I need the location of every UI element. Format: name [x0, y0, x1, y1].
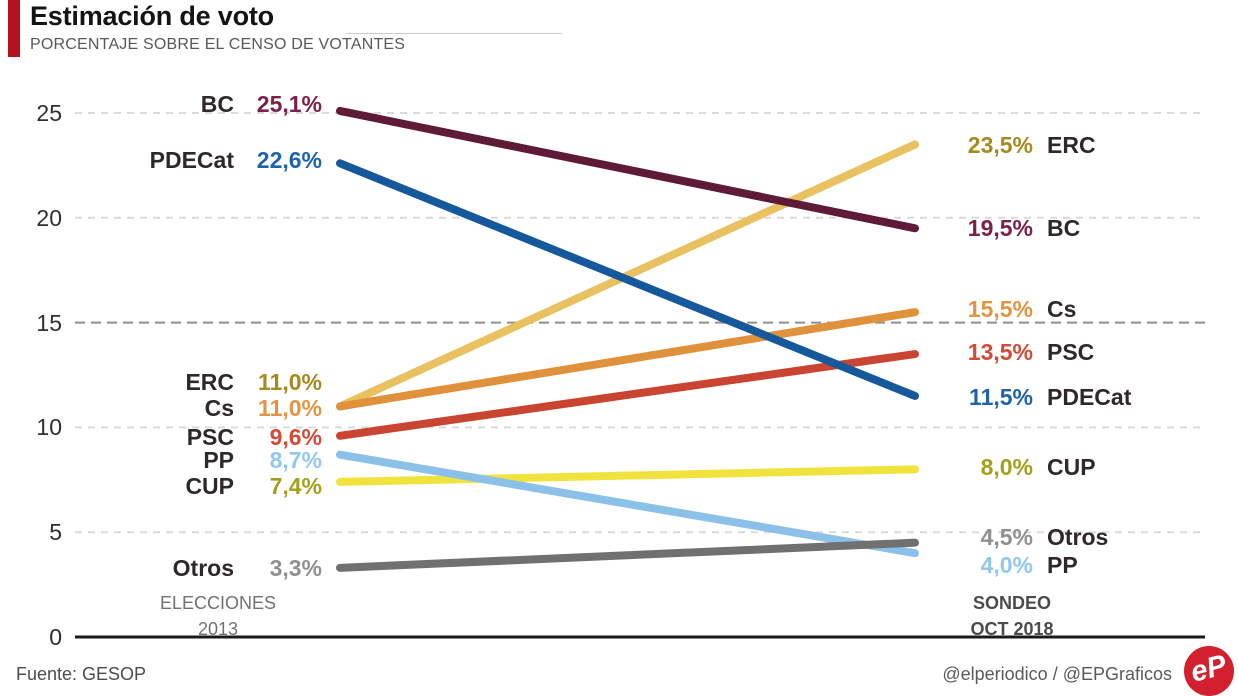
party-name: CUP: [1047, 454, 1096, 480]
party-name: PDECat: [1047, 384, 1132, 410]
party-value: 19,5%: [967, 215, 1033, 241]
series-line-BC: [336, 106, 919, 233]
party-value: 8,0%: [980, 454, 1033, 480]
right-label-ERC: 23,5% ERC: [957, 132, 1096, 158]
party-name: Otros: [1047, 524, 1109, 550]
party-name: ERC: [185, 369, 234, 395]
party-name: CUP: [185, 473, 234, 499]
right-label-PP: 4,0% PP: [957, 552, 1078, 578]
party-value: 8,7%: [269, 447, 322, 473]
right-label-Cs: 15,5% Cs: [957, 296, 1077, 322]
series-line-PP: [336, 450, 919, 558]
title-divider: [346, 33, 562, 34]
logo-text: eP: [1187, 649, 1230, 689]
party-name: BC: [200, 91, 234, 117]
page-title: Estimación de voto: [30, 1, 274, 31]
page-subtitle: PORCENTAJE SOBRE EL CENSO DE VOTANTES: [30, 36, 406, 53]
party-value: 15,5%: [967, 296, 1033, 322]
y-tick-5: 5: [49, 519, 62, 546]
party-name: Cs: [1047, 296, 1077, 322]
series-line-Otros: [336, 538, 919, 572]
right-label-Otros: 4,5% Otros: [957, 524, 1109, 550]
party-value: 11,5%: [969, 384, 1033, 410]
party-name: PSC: [1047, 339, 1095, 365]
left-label-CUP: CUP 7,4%: [185, 473, 322, 499]
y-tick-15: 15: [36, 309, 62, 336]
party-name: PP: [1047, 552, 1078, 578]
series-line-CUP: [336, 465, 919, 486]
right-label-PDECat: 11,5% PDECat: [957, 384, 1131, 410]
series-line-PDECat: [336, 159, 919, 400]
party-value: 22,6%: [256, 147, 322, 173]
accent-bar: [8, 0, 20, 57]
party-name: Otros: [172, 555, 234, 581]
x-label-elecciones-2013: ELECCIONES 2013: [159, 593, 277, 639]
left-label-PDECat: PDECat 22,6%: [150, 147, 322, 173]
party-value: 4,5%: [980, 524, 1033, 550]
left-label-PSC: PSC 9,6%: [187, 424, 322, 450]
source-text: Fuente: GESOP: [16, 664, 147, 684]
left-label-ERC: ERC 11,0%: [185, 369, 322, 395]
right-label-PSC: 13,5% PSC: [957, 339, 1095, 365]
y-tick-20: 20: [36, 204, 62, 231]
series-line-PSC: [336, 350, 919, 440]
series-line-Cs: [336, 308, 919, 411]
elperiodico-logo-icon: eP: [1184, 646, 1234, 696]
x-label-sondeo-oct-2018: SONDEO OCT 2018: [970, 593, 1054, 639]
party-value: 11,0%: [258, 395, 322, 421]
y-tick-0: 0: [49, 624, 62, 650]
party-value: 13,5%: [967, 339, 1033, 365]
right-label-CUP: 8,0% CUP: [957, 454, 1096, 480]
right-label-BC: 19,5% BC: [957, 215, 1080, 241]
party-value: 23,5%: [967, 132, 1033, 158]
y-tick-10: 10: [36, 414, 62, 441]
left-label-Otros: Otros 3,3%: [173, 555, 322, 581]
left-label-PP: PP 8,7%: [203, 447, 322, 473]
party-value: 3,3%: [269, 555, 322, 581]
party-name: PSC: [186, 424, 234, 450]
party-value: 9,6%: [269, 424, 322, 450]
party-name: PDECat: [149, 147, 234, 173]
party-value: 11,0%: [258, 369, 322, 395]
party-name: BC: [1047, 215, 1081, 241]
party-name: PP: [203, 447, 234, 473]
left-label-Cs: Cs 11,0%: [205, 395, 322, 421]
party-name: ERC: [1047, 132, 1096, 158]
party-value: 25,1%: [256, 91, 322, 117]
credits-text: @elperiodico / @EPGraficos: [942, 664, 1172, 684]
left-label-BC: BC 25,1%: [201, 91, 322, 117]
party-value: 7,4%: [269, 473, 322, 499]
party-value: 4,0%: [980, 552, 1033, 578]
party-name: Cs: [204, 395, 234, 421]
y-tick-25: 25: [36, 100, 62, 126]
